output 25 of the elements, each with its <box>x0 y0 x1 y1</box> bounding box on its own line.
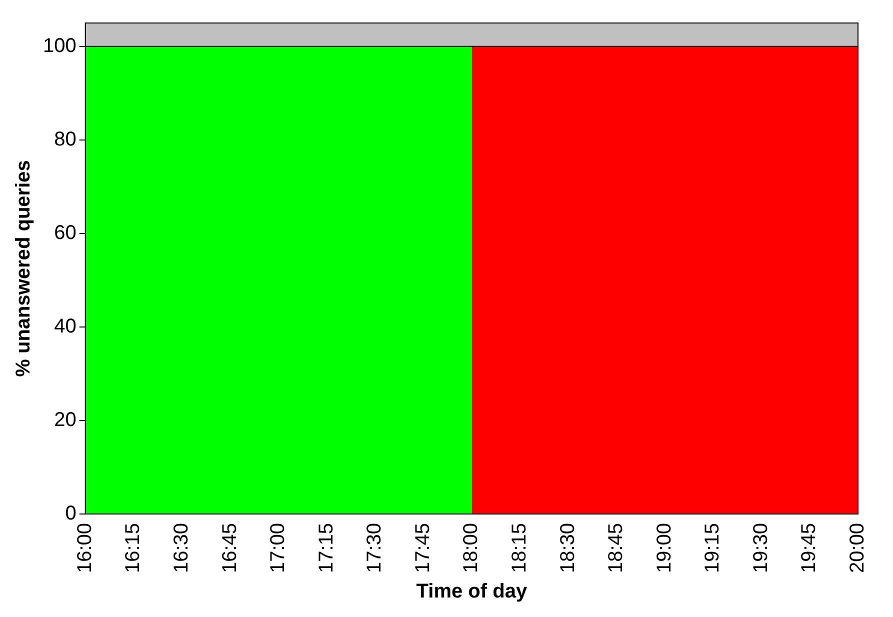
x-tick-label: 19:15 <box>702 522 724 574</box>
x-axis-title: Time of day <box>416 580 528 603</box>
y-tick-label: 100 <box>42 34 76 57</box>
x-tick-label: 18:15 <box>508 522 530 574</box>
y-tick-label: 60 <box>54 222 76 244</box>
x-tick-label: 17:15 <box>315 522 338 574</box>
x-tick-label: 18:00 <box>460 522 482 574</box>
x-tick-label: 19:00 <box>653 522 676 574</box>
x-tick-label: 16:00 <box>74 522 96 574</box>
y-tick-label: 80 <box>54 128 76 150</box>
x-tick-label: 17:30 <box>364 522 386 574</box>
y-tick-label: 20 <box>54 408 76 431</box>
x-tick-label: 17:00 <box>267 522 290 574</box>
x-tick-label: 16:45 <box>218 522 241 574</box>
x-tick-label: 19:30 <box>750 522 772 574</box>
x-tick-label: 17:45 <box>412 522 434 574</box>
y-tick-label: 0 <box>65 502 76 524</box>
x-tick-label: 18:30 <box>556 522 579 574</box>
x-tick-label: 16:15 <box>122 522 144 574</box>
x-tick-label: 20:00 <box>846 522 869 574</box>
y-tick-label: 40 <box>54 315 76 338</box>
x-tick-label: 18:45 <box>605 522 628 574</box>
x-tick-label: 19:45 <box>798 522 820 574</box>
x-tick-label: 16:30 <box>170 522 192 574</box>
y-axis-title: % unanswered queries <box>12 160 35 377</box>
